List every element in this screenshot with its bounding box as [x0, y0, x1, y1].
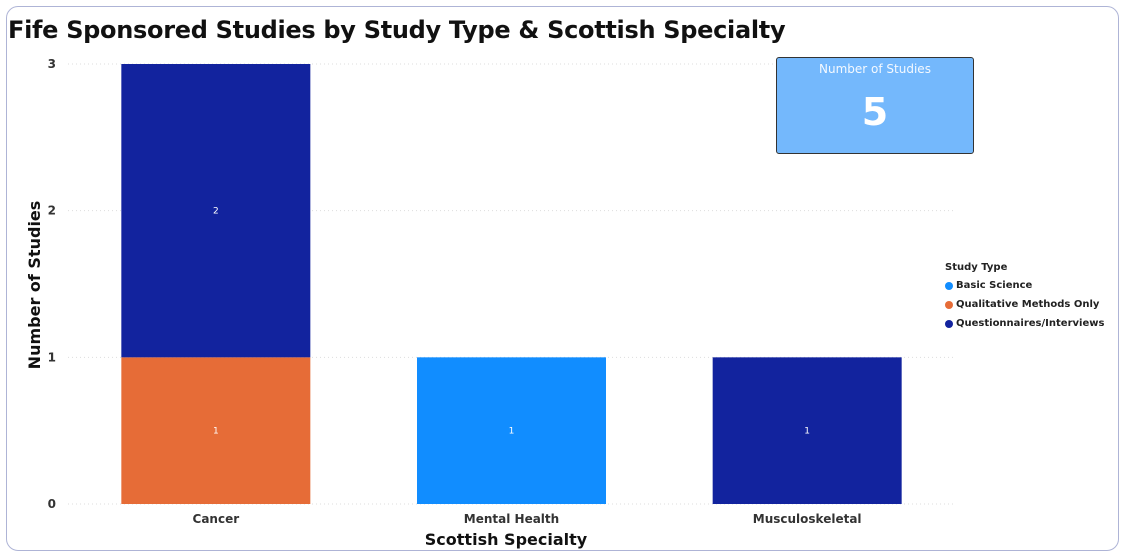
legend-item-questionnaires[interactable]: Questionnaires/Interviews [945, 314, 1104, 333]
bar-segment[interactable] [121, 357, 311, 504]
kpi-card-label: Number of Studies [819, 62, 931, 76]
x-tick-label: Musculoskeletal [753, 512, 862, 526]
bar-data-label: 1 [804, 427, 810, 437]
x-category-labels: Cancer Mental Health Musculoskeletal [193, 512, 862, 526]
legend: Study Type Basic Science Qualitative Met… [945, 262, 1104, 333]
bar-segment[interactable] [712, 357, 902, 504]
y-tick-labels: 0 1 2 3 [48, 57, 56, 511]
y-axis-label: Number of Studies [25, 201, 44, 370]
bars: 1 2 1 1 [121, 64, 902, 504]
legend-dot-icon [945, 319, 953, 328]
bar-segment[interactable] [121, 64, 311, 358]
legend-item-qualitative[interactable]: Qualitative Methods Only [945, 295, 1104, 314]
legend-item-label: Questionnaires/Interviews [956, 318, 1105, 329]
y-tick-label: 1 [48, 350, 56, 364]
legend-title: Study Type [945, 262, 1008, 273]
y-tick-label: 2 [48, 204, 56, 218]
chart-title: Fife Sponsored Studies by Study Type & S… [8, 16, 786, 44]
y-tick-label: 3 [48, 57, 56, 71]
bar-segment[interactable] [417, 357, 606, 504]
bar-data-label: 1 [509, 427, 515, 437]
legend-dot-icon [945, 300, 953, 309]
legend-item-label: Basic Science [956, 280, 1033, 291]
bar-data-label: 2 [213, 207, 219, 217]
legend-item-basic-science[interactable]: Basic Science [945, 276, 1104, 295]
x-tick-label: Mental Health [464, 512, 559, 526]
y-tick-label: 0 [48, 497, 56, 511]
bar-data-label: 1 [213, 427, 219, 437]
kpi-card-value: 5 [861, 90, 889, 134]
legend-item-label: Qualitative Methods Only [956, 299, 1100, 310]
x-tick-label: Cancer [193, 512, 240, 526]
kpi-card: Number of Studies 5 [776, 57, 974, 154]
legend-dot-icon [945, 281, 953, 290]
x-axis-label: Scottish Specialty [425, 530, 588, 549]
